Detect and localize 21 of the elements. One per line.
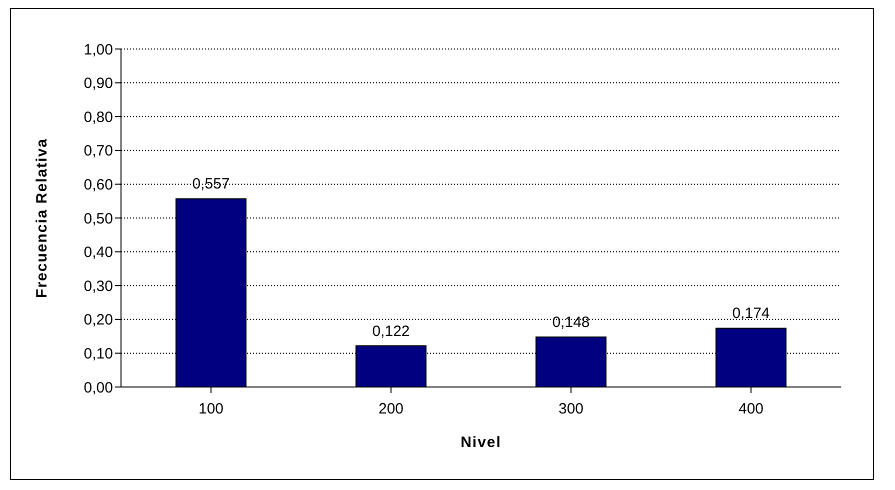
y-tick-label: 0,30 xyxy=(84,278,113,295)
y-tick-label: 0,60 xyxy=(84,176,113,194)
data-label: 0,122 xyxy=(372,322,410,340)
y-tick-label: 0,90 xyxy=(84,75,113,92)
y-tick-label: 0,50 xyxy=(84,210,113,228)
y-tick-label: 1,00 xyxy=(84,41,113,58)
y-axis-title: Frecuencia Relativa xyxy=(33,138,50,298)
data-label: 0,174 xyxy=(732,305,770,322)
x-tick-label: 400 xyxy=(738,400,764,418)
y-tick-label: 0,10 xyxy=(84,346,113,363)
y-tick-label: 0,80 xyxy=(84,108,113,126)
x-tick-label: 300 xyxy=(558,400,584,418)
x-tick-label: 100 xyxy=(198,400,224,418)
x-axis-title: Nivel xyxy=(460,434,502,451)
data-label: 0,557 xyxy=(192,176,230,193)
y-tick-label: 0,00 xyxy=(84,379,113,396)
y-tick-label: 0,40 xyxy=(84,244,113,262)
x-tick-label: 200 xyxy=(378,400,404,418)
y-tick-label: 0,70 xyxy=(84,142,113,160)
data-label: 0,148 xyxy=(552,314,590,331)
y-tick-label: 0,20 xyxy=(84,312,113,329)
